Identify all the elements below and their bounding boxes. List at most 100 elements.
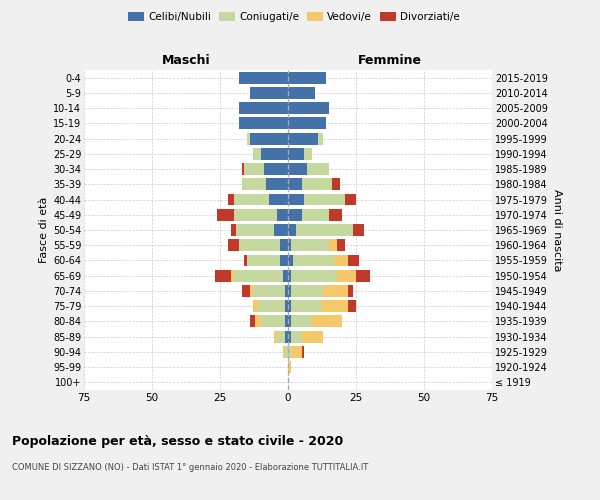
Bar (345, 194, 356, 205)
Bar (231, 270, 233, 281)
Bar (285, 330, 288, 342)
Bar (236, 224, 274, 236)
Text: Popolazione per età, sesso e stato civile - 2020: Popolazione per età, sesso e stato civil… (12, 435, 343, 448)
Bar (247, 254, 280, 266)
Bar (215, 270, 231, 281)
Bar (288, 346, 291, 358)
Bar (337, 270, 356, 281)
Bar (288, 118, 326, 130)
Bar (323, 285, 348, 297)
Bar (291, 270, 337, 281)
Bar (233, 270, 283, 281)
Bar (356, 270, 370, 281)
Y-axis label: Fasce di età: Fasce di età (38, 197, 49, 263)
Bar (293, 254, 334, 266)
Bar (261, 148, 288, 160)
Bar (250, 285, 253, 297)
Bar (280, 254, 288, 266)
Bar (242, 178, 266, 190)
Legend: Celibi/Nubili, Coniugati/e, Vedovi/e, Divorziati/e: Celibi/Nubili, Coniugati/e, Vedovi/e, Di… (124, 8, 464, 26)
Bar (277, 209, 288, 220)
Bar (291, 300, 320, 312)
Bar (288, 72, 326, 84)
Bar (239, 72, 288, 84)
Bar (280, 240, 288, 251)
Bar (291, 316, 313, 328)
Bar (231, 224, 236, 236)
Bar (348, 285, 353, 297)
Bar (244, 254, 247, 266)
Bar (250, 87, 288, 99)
Bar (269, 194, 288, 205)
Bar (263, 163, 288, 175)
Bar (304, 194, 345, 205)
Bar (274, 224, 288, 236)
Bar (313, 316, 343, 328)
Y-axis label: Anni di nascita: Anni di nascita (552, 188, 562, 271)
Bar (228, 240, 239, 251)
Bar (288, 102, 329, 114)
Bar (288, 209, 302, 220)
Bar (285, 285, 288, 297)
Bar (288, 163, 307, 175)
Bar (285, 316, 288, 328)
Bar (302, 330, 323, 342)
Text: COMUNE DI SIZZANO (NO) - Dati ISTAT 1° gennaio 2020 - Elaborazione TUTTITALIA.IT: COMUNE DI SIZZANO (NO) - Dati ISTAT 1° g… (12, 462, 368, 471)
Bar (288, 300, 291, 312)
Bar (228, 194, 233, 205)
Bar (253, 300, 258, 312)
Bar (302, 346, 304, 358)
Bar (288, 330, 291, 342)
Text: Femmine: Femmine (358, 54, 422, 67)
Bar (250, 316, 256, 328)
Bar (247, 132, 250, 144)
Bar (285, 346, 288, 358)
Bar (288, 270, 291, 281)
Bar (288, 254, 293, 266)
Bar (244, 163, 263, 175)
Bar (261, 316, 285, 328)
Bar (307, 163, 329, 175)
Bar (250, 132, 288, 144)
Bar (288, 87, 315, 99)
Bar (296, 224, 353, 236)
Bar (337, 240, 345, 251)
Text: Maschi: Maschi (161, 54, 211, 67)
Bar (348, 254, 359, 266)
Bar (291, 330, 302, 342)
Bar (288, 148, 304, 160)
Bar (256, 316, 261, 328)
Bar (329, 240, 337, 251)
Bar (288, 132, 318, 144)
Bar (283, 270, 288, 281)
Bar (242, 163, 244, 175)
Bar (291, 346, 302, 358)
Bar (291, 240, 329, 251)
Bar (320, 300, 348, 312)
Bar (233, 209, 277, 220)
Bar (239, 118, 288, 130)
Bar (302, 178, 332, 190)
Bar (266, 178, 288, 190)
Bar (258, 300, 285, 312)
Bar (302, 209, 329, 220)
Bar (217, 209, 233, 220)
Bar (353, 224, 364, 236)
Bar (277, 330, 285, 342)
Bar (288, 224, 296, 236)
Bar (239, 102, 288, 114)
Bar (318, 132, 323, 144)
Bar (288, 285, 291, 297)
Bar (304, 148, 313, 160)
Bar (242, 285, 250, 297)
Bar (288, 240, 291, 251)
Bar (283, 346, 285, 358)
Bar (274, 330, 277, 342)
Bar (329, 209, 343, 220)
Bar (288, 178, 302, 190)
Bar (233, 194, 269, 205)
Bar (285, 300, 288, 312)
Bar (288, 194, 304, 205)
Bar (348, 300, 356, 312)
Bar (332, 178, 340, 190)
